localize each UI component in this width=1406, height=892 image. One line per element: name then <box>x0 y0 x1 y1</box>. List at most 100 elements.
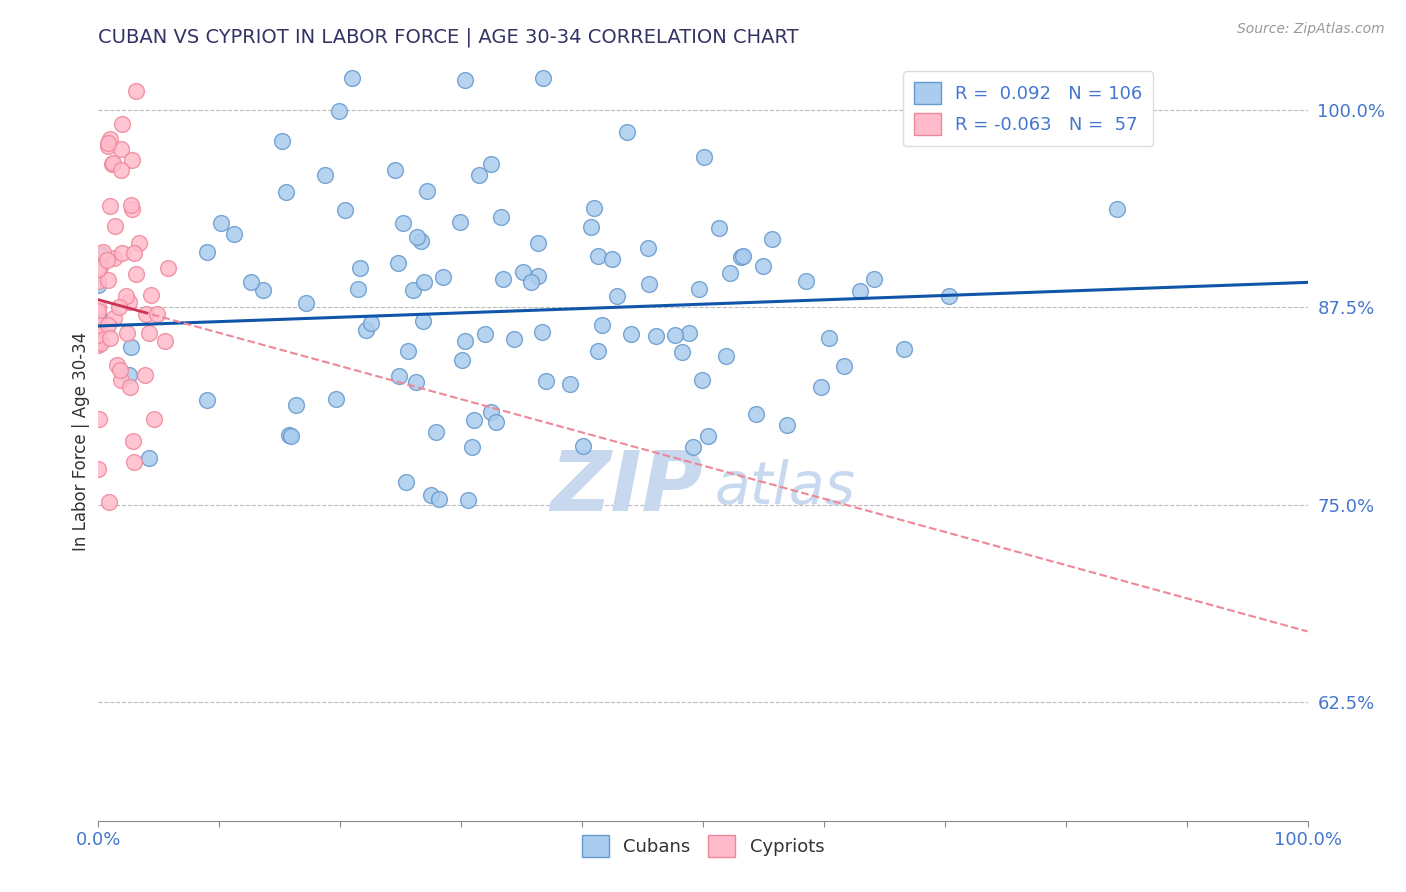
Point <box>87 303 110 318</box>
Point <box>409 234 432 248</box>
Point <box>761 232 783 246</box>
Point <box>87 322 110 336</box>
Point <box>87 278 110 293</box>
Point <box>849 284 872 298</box>
Point <box>121 153 143 168</box>
Point <box>90 335 112 350</box>
Point <box>153 334 176 349</box>
Point <box>1105 202 1128 217</box>
Point <box>138 326 160 341</box>
Point <box>118 295 141 310</box>
Point <box>714 349 737 363</box>
Point <box>388 369 411 384</box>
Point <box>100 331 122 345</box>
Point <box>688 282 710 296</box>
Point <box>479 157 502 171</box>
Point <box>449 214 471 228</box>
Point <box>111 117 134 131</box>
Point <box>752 259 775 273</box>
Point <box>454 334 477 348</box>
Point <box>697 429 720 443</box>
Point <box>295 296 318 310</box>
Point <box>222 227 245 241</box>
Point <box>718 266 741 280</box>
Point <box>97 273 120 287</box>
Point <box>392 216 415 230</box>
Point <box>474 327 496 342</box>
Point <box>520 275 543 289</box>
Point <box>124 267 146 281</box>
Point <box>485 415 508 429</box>
Point <box>138 450 160 465</box>
Point <box>586 249 609 263</box>
Point <box>709 221 731 235</box>
Point <box>110 374 132 388</box>
Point <box>396 344 419 359</box>
Point <box>124 84 146 98</box>
Point <box>606 289 628 303</box>
Point <box>776 417 799 432</box>
Point <box>87 327 110 342</box>
Point <box>135 307 157 321</box>
Point <box>134 368 156 383</box>
Point <box>644 329 666 343</box>
Point <box>110 142 132 156</box>
Point <box>938 289 960 303</box>
Point <box>107 300 129 314</box>
Point <box>142 412 165 426</box>
Text: ZIP: ZIP <box>550 447 703 527</box>
Point <box>360 317 382 331</box>
Point <box>451 353 474 368</box>
Point <box>349 261 371 276</box>
Point <box>107 358 129 372</box>
Point <box>512 265 534 279</box>
Point <box>427 491 450 506</box>
Point <box>405 229 427 244</box>
Point <box>413 275 436 289</box>
Point <box>87 274 110 288</box>
Point <box>479 404 502 418</box>
Point <box>89 412 111 426</box>
Point <box>97 494 120 508</box>
Point <box>141 287 163 301</box>
Point <box>96 138 118 153</box>
Point <box>395 475 418 489</box>
Text: Source: ZipAtlas.com: Source: ZipAtlas.com <box>1237 22 1385 37</box>
Point <box>616 125 638 139</box>
Point <box>108 362 131 376</box>
Point <box>122 246 145 260</box>
Point <box>328 104 350 119</box>
Point <box>121 202 143 216</box>
Point <box>333 203 356 218</box>
Point <box>128 236 150 251</box>
Point <box>527 235 550 250</box>
Point <box>314 168 336 182</box>
Point <box>97 318 120 332</box>
Point <box>96 252 118 267</box>
Point <box>893 342 915 356</box>
Point <box>733 249 755 263</box>
Point <box>834 359 856 373</box>
Point <box>588 344 610 359</box>
Point <box>124 455 146 469</box>
Point <box>87 262 110 277</box>
Point <box>503 332 526 346</box>
Point <box>87 318 110 332</box>
Point <box>810 380 832 394</box>
Point <box>457 493 479 508</box>
Point <box>572 439 595 453</box>
Point <box>347 282 370 296</box>
Point <box>420 488 443 502</box>
Point <box>111 246 134 260</box>
Point <box>664 327 686 342</box>
Legend: Cubans, Cypriots: Cubans, Cypriots <box>574 828 832 864</box>
Point <box>412 314 434 328</box>
Point <box>87 461 110 475</box>
Point <box>682 440 704 454</box>
Point <box>620 326 643 341</box>
Point <box>744 407 766 421</box>
Point <box>425 425 447 439</box>
Point <box>342 71 364 86</box>
Point <box>416 184 439 198</box>
Point <box>492 272 515 286</box>
